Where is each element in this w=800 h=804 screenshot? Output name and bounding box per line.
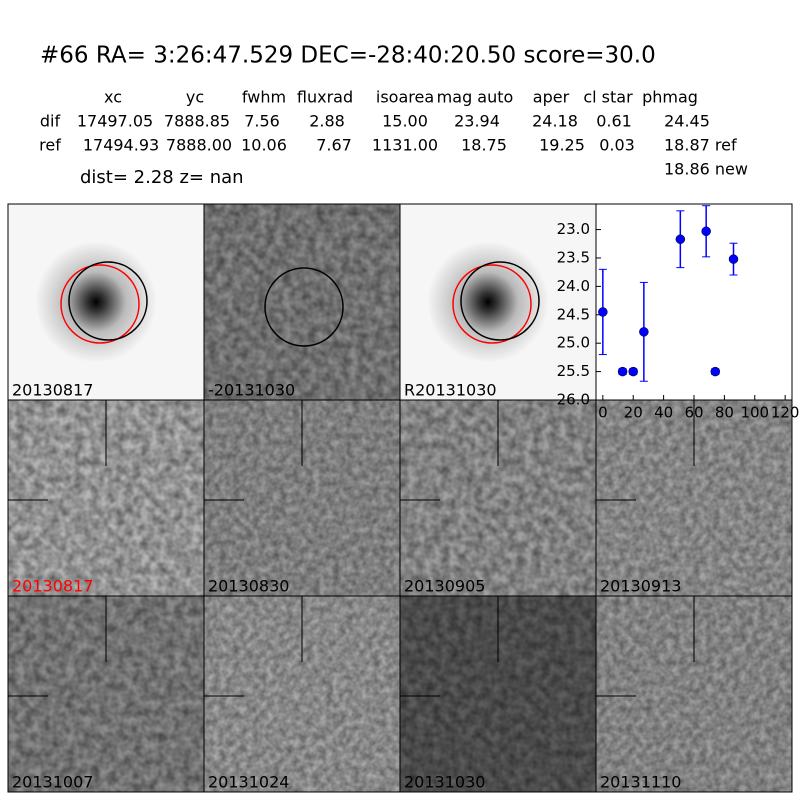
table-cell: 17497.05 — [77, 112, 153, 131]
image-panel: 20131024 — [203, 595, 401, 793]
panel-label: 20130905 — [404, 577, 485, 596]
table-cell: 24.45 — [664, 112, 710, 131]
panel-label: 20131024 — [208, 773, 289, 792]
data-point — [639, 327, 649, 337]
column-header: isoarea — [376, 88, 434, 107]
table-cell: 2.88 — [309, 112, 345, 131]
table-cell: 0.61 — [596, 112, 632, 131]
table-cell: 18.75 — [461, 136, 507, 155]
data-point — [598, 307, 608, 317]
x-tick-label: 100 — [740, 404, 769, 422]
panel-label: 20130913 — [600, 577, 681, 596]
panel-label: 20131007 — [12, 773, 93, 792]
phmag-new: 18.86 new — [664, 160, 748, 179]
data-point — [628, 366, 638, 377]
image-panel: -20131030 — [203, 203, 401, 401]
column-header: fwhm — [242, 88, 286, 107]
table-cell: 18.87 ref — [664, 136, 737, 155]
panel-label: -20131030 — [208, 381, 295, 400]
y-tick-label: 26.0 — [557, 391, 590, 409]
image-panel: 20130830 — [203, 399, 401, 597]
summary: dist= 2.28 z= nan — [80, 167, 244, 188]
aperture-black — [68, 261, 148, 341]
image-panel: 20130913 — [595, 399, 793, 597]
image-panel: 20131007 — [7, 595, 205, 793]
x-tick-label: 40 — [654, 404, 673, 422]
table-cell: 19.25 — [539, 136, 585, 155]
column-header: fluxrad — [297, 88, 353, 107]
plot-area — [595, 203, 793, 401]
y-tick-label: 23.5 — [557, 248, 590, 266]
panel-label: 20131030 — [404, 773, 485, 792]
column-header: xc — [104, 88, 122, 107]
table-cell: 1131.00 — [372, 136, 438, 155]
data-point — [617, 366, 628, 377]
table-cell: 7888.00 — [166, 136, 232, 155]
column-header: yc — [186, 88, 204, 107]
aperture-red — [60, 264, 140, 344]
column-header: mag auto — [437, 88, 514, 107]
column-header: phmag — [642, 88, 698, 107]
data-point — [710, 366, 721, 377]
table-cell: 7.56 — [244, 112, 280, 131]
panel-label: 20130817 — [12, 381, 93, 400]
y-tick-label: 23.0 — [557, 220, 590, 238]
aperture-black — [264, 267, 344, 347]
table-cell: dif — [40, 112, 61, 131]
image-panel: 20131030 — [399, 595, 597, 793]
column-header: cl star — [583, 88, 633, 107]
x-tick-label: 0 — [598, 404, 608, 422]
table-cell: 10.06 — [241, 136, 287, 155]
galaxy — [428, 242, 548, 362]
image-panel: 20130817 — [7, 203, 205, 401]
x-tick-label: 60 — [684, 404, 703, 422]
y-tick-label: 25.0 — [557, 334, 590, 352]
image-panel: 20131110 — [595, 595, 793, 793]
y-tick-label: 24.5 — [557, 305, 590, 323]
title: #66 RA= 3:26:47.529 DEC=-28:40:20.50 sco… — [40, 43, 656, 69]
column-header: aper — [533, 88, 570, 107]
image-panel: 20130817 — [7, 399, 205, 597]
y-tick-label: 24.0 — [557, 277, 590, 295]
table-cell: 17494.93 — [83, 136, 159, 155]
table-cell: 7888.85 — [164, 112, 230, 131]
image-panel: R20131030 — [399, 203, 597, 401]
aperture-black — [460, 261, 540, 341]
data-point — [675, 234, 686, 244]
data-point — [728, 254, 739, 264]
data-point — [701, 226, 711, 237]
x-tick-label: 20 — [624, 404, 643, 422]
galaxy — [36, 242, 156, 362]
panel-label: 20131110 — [600, 773, 681, 792]
table-cell: 23.94 — [454, 112, 500, 131]
table-cell: 0.03 — [599, 136, 635, 155]
x-tick-label: 120 — [771, 404, 800, 422]
panel-label: 20130830 — [208, 577, 289, 596]
table-cell: 15.00 — [382, 112, 428, 131]
panel-label: R20131030 — [404, 381, 497, 400]
y-tick-label: 25.5 — [557, 362, 590, 380]
x-tick-label: 80 — [715, 404, 734, 422]
image-panel: 20130905 — [399, 399, 597, 597]
panel-frame — [595, 595, 793, 793]
table-cell: 24.18 — [532, 112, 578, 131]
panel-label: 20130817 — [12, 577, 93, 596]
panel-noise — [204, 204, 400, 400]
table-cell: ref — [39, 136, 61, 155]
table-cell: 7.67 — [316, 136, 352, 155]
aperture-red — [452, 264, 532, 344]
